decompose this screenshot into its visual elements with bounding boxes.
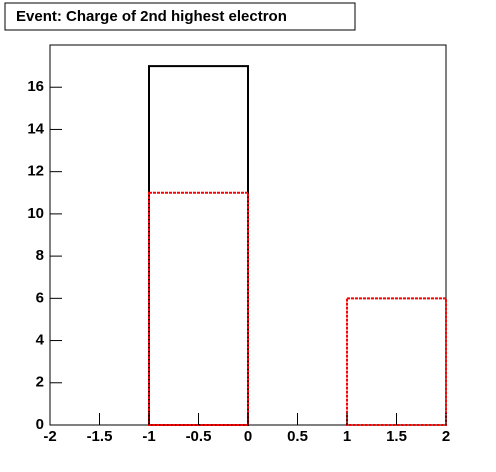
y-tick-label: 4 (36, 332, 45, 349)
histogram-bin (346, 297, 447, 427)
y-tick-label: 2 (36, 374, 44, 391)
y-tick-label: 14 (27, 120, 44, 137)
x-tick-label: -1.5 (87, 428, 113, 445)
y-tick-label: 16 (27, 78, 44, 95)
y-tick-label: 6 (36, 289, 44, 306)
y-tick-label: 8 (36, 247, 44, 264)
title-box (4, 2, 356, 31)
histogram-bin (148, 65, 249, 426)
histogram-bin (148, 191, 249, 426)
chart-title: Event: Charge of 2nd highest electron (16, 8, 287, 25)
x-tick-label: 0.5 (287, 428, 308, 445)
x-tick-label: 1.5 (386, 428, 407, 445)
x-tick-label: -0.5 (186, 428, 212, 445)
x-tick-label: -2 (43, 428, 56, 445)
y-tick-label: 0 (36, 416, 44, 433)
x-tick-label: 0 (244, 428, 252, 445)
x-tick-label: -1 (142, 428, 155, 445)
x-tick-label: 2 (442, 428, 450, 445)
x-tick-label: 1 (343, 428, 351, 445)
y-tick-label: 10 (27, 205, 44, 222)
y-tick-label: 12 (27, 163, 44, 180)
